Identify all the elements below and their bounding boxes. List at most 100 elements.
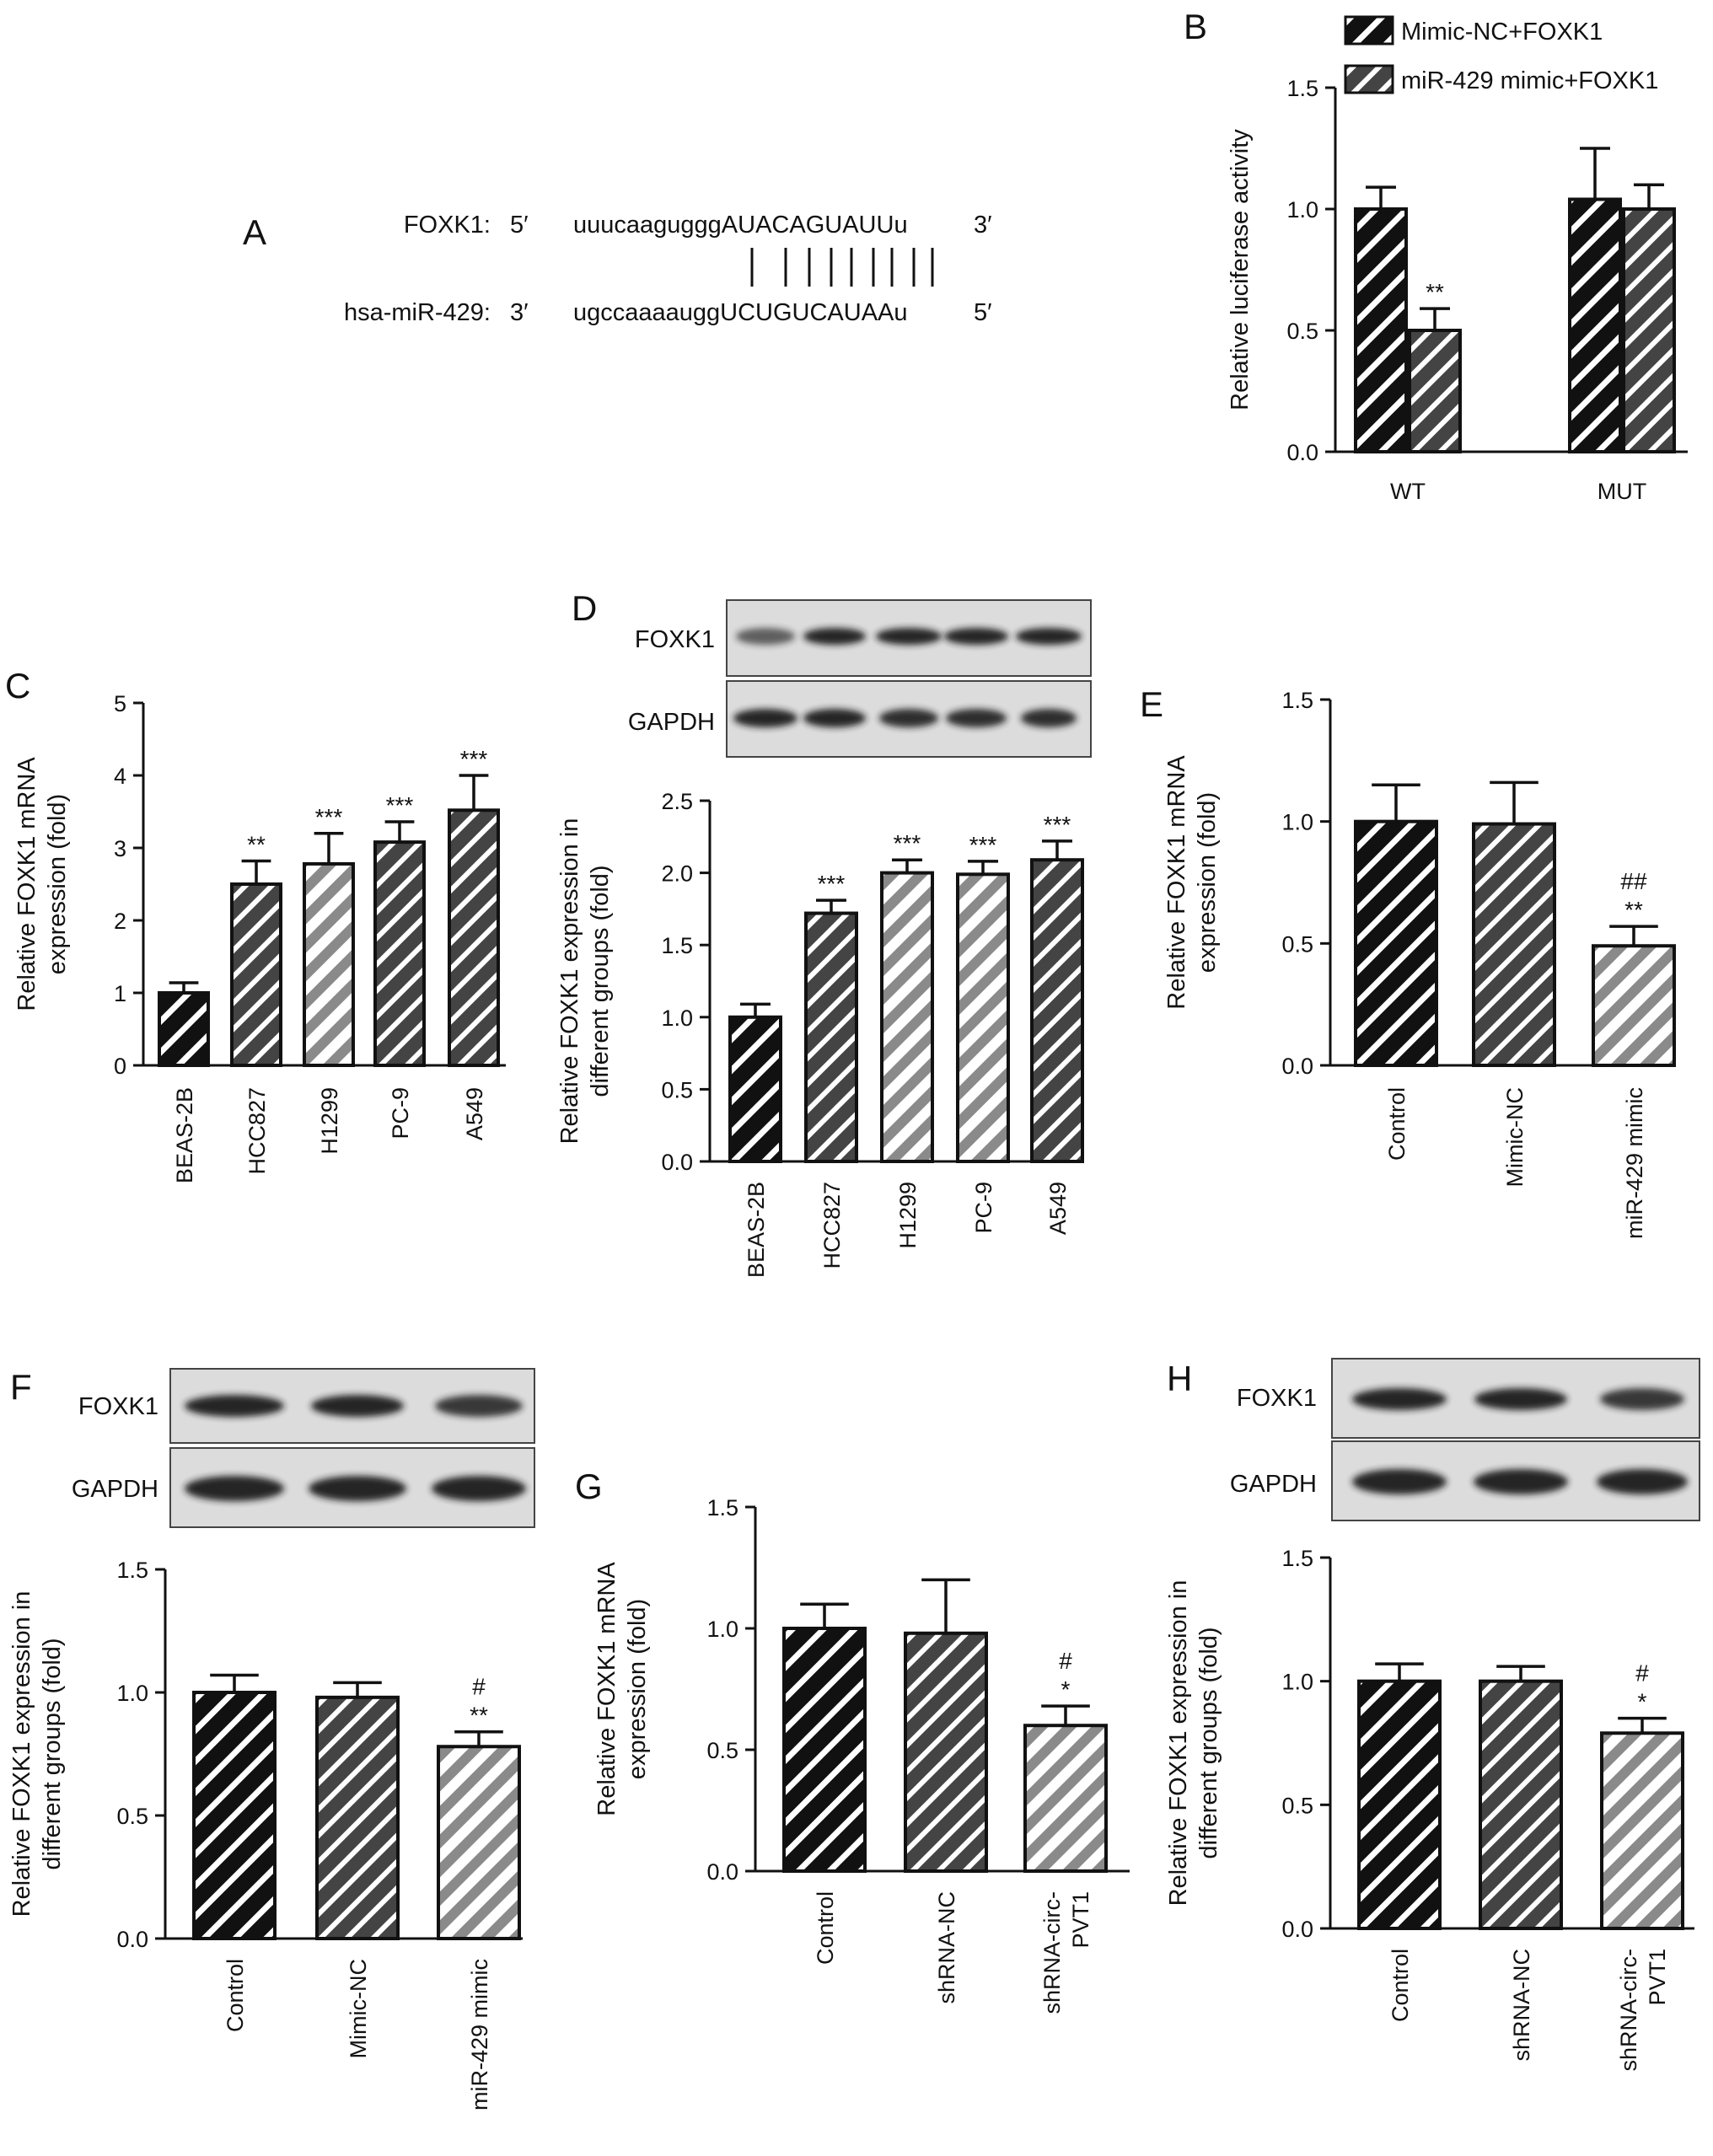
- chart-e-x-tick-label: miR-429 mimic: [1622, 1087, 1647, 1239]
- blot-d-gapdh-band: [1021, 709, 1077, 727]
- chart-d-bar: [728, 1015, 782, 1164]
- blot-d: FOXK1 GAPDH: [628, 599, 1092, 758]
- chart-f-bar: [192, 1691, 277, 1940]
- chart-d-y-tick-label: 0.0: [661, 1150, 693, 1175]
- chart-c-x-tick-label: BEAS-2B: [172, 1087, 197, 1183]
- chart-d-x-tick-label-line: PC-9: [971, 1182, 996, 1234]
- chart-d-x-tick-label-line: HCC827: [819, 1182, 845, 1269]
- chart-f-y-axis-title: Relative FOXK1 expression in different gr…: [8, 1591, 66, 1917]
- blot-f-bands: [185, 1395, 526, 1501]
- chart-c-y-tick-label: 4: [114, 764, 126, 789]
- panel-letter-h: H: [1167, 1359, 1192, 1398]
- chart-e-y-axis-title: Relative FOXK1 mRNA expression (fold): [1163, 755, 1221, 1010]
- mir-3prime: 3′: [510, 299, 529, 326]
- chart-f-bar: [315, 1695, 400, 1940]
- chart-e-bar: [1592, 944, 1676, 1068]
- mir-5prime: 5′: [974, 299, 992, 326]
- chart-b-x-tick-label: WT: [1390, 479, 1426, 504]
- chart-c: 0 1 2 3 4 5 Relative FOXK1 mRNA expression (fol…: [13, 691, 506, 1183]
- chart-e-bar: [1354, 819, 1438, 1068]
- blot-f-gapdh-band: [432, 1476, 526, 1501]
- blot-f: FOXK1 GAPDH: [72, 1368, 535, 1528]
- chart-f-y-axis-title-line: different groups (fold): [39, 1638, 66, 1869]
- chart-c-x-tick-label-line: A549: [462, 1087, 487, 1140]
- legend-b: Mimic-NC+FOXK1 miR-429 mimic+FOXK1: [1344, 15, 1658, 94]
- chart-h: 0.0 0.5 1.0 1.5 Relative FOXK1 expression in…: [1165, 1546, 1694, 2072]
- blot-h-foxk1-band: [1474, 1388, 1567, 1410]
- chart-f-significance-label: **: [470, 1703, 488, 1729]
- chart-c-x-tick-label-line: PC-9: [388, 1087, 413, 1140]
- blot-d-gapdh-band: [946, 709, 1007, 727]
- chart-e-y-tick-label: 0.0: [1281, 1054, 1313, 1079]
- chart-d-y-axis-title: Relative FOXK1 expression in different gr…: [556, 818, 614, 1145]
- chart-g-x-tick-label: Control: [813, 1891, 838, 1965]
- chart-g-y-tick-label: 1.5: [706, 1495, 738, 1520]
- chart-e-x-tick-label-line: Mimic-NC: [1502, 1087, 1528, 1187]
- chart-g-x-tick-label-line: shRNA-circ-: [1039, 1891, 1065, 2014]
- chart-f-bar: [437, 1745, 521, 1940]
- foxk1-sequence: uuucaagugggAUACAGUAUUu: [573, 212, 908, 239]
- blot-h-gapdh-band: [1597, 1469, 1688, 1494]
- chart-e-bar: [1472, 822, 1556, 1067]
- chart-g-bar: [904, 1631, 988, 1873]
- chart-c-significance-label: ***: [460, 746, 488, 772]
- chart-c-x-tick-label: PC-9: [388, 1087, 413, 1140]
- chart-d-x-tick-label: PC-9: [971, 1182, 996, 1234]
- chart-d-x-tick-label: H1299: [895, 1182, 921, 1249]
- chart-c-bar: [373, 840, 426, 1067]
- chart-g-y-axis-title-line: expression (fold): [624, 1599, 651, 1779]
- panel-letter-e: E: [1140, 684, 1163, 724]
- base-pairing-lines: [750, 248, 934, 287]
- panel-letter-c: C: [5, 666, 30, 705]
- chart-e-x-tick-label-line: miR-429 mimic: [1622, 1087, 1647, 1239]
- blot-d-foxk1-band: [736, 628, 795, 645]
- chart-e-x-tick-label: Control: [1384, 1087, 1410, 1161]
- chart-d: 0.0 0.5 1.0 1.5 2.0 2.5 Relative FOXK1 express…: [556, 789, 1084, 1278]
- chart-g-significance-label: #: [1059, 1648, 1072, 1674]
- mir-seq-label: hsa-miR-429:: [344, 299, 491, 326]
- mir-sequence-upper: UCUGUCAUAAu: [720, 299, 907, 326]
- blot-f-foxk1-band: [185, 1395, 284, 1417]
- blot-d-foxk1-band: [1016, 628, 1082, 645]
- chart-d-x-tick-label: HCC827: [819, 1182, 845, 1269]
- chart-b-x-tick-label: MUT: [1598, 479, 1646, 504]
- blot-h-foxk1-band: [1600, 1388, 1684, 1410]
- chart-e: 0.0 0.5 1.0 1.5 Relative FOXK1 mRNA expressio…: [1163, 688, 1676, 1239]
- chart-c-x-tick-label: A549: [462, 1087, 487, 1140]
- chart-g-y-tick-label: 0.5: [706, 1738, 738, 1763]
- chart-h-y-axis-title: Relative FOXK1 expression in different gr…: [1165, 1580, 1222, 1907]
- chart-c-bar: [158, 991, 210, 1067]
- chart-e-y-tick-label: 1.5: [1281, 688, 1313, 713]
- chart-f-y-axis-title-line: Relative FOXK1 expression in: [8, 1591, 35, 1917]
- chart-b-y-tick-label: 1.5: [1286, 76, 1318, 101]
- chart-d-bar: [880, 871, 934, 1163]
- chart-f-x-tick-label: Mimic-NC: [346, 1959, 371, 2058]
- chart-f-y-tick-label: 0.0: [116, 1927, 148, 1952]
- chart-c-bar: [303, 861, 355, 1068]
- chart-b-bar: [1354, 207, 1408, 453]
- chart-c-x-tick-label-line: BEAS-2B: [172, 1087, 197, 1183]
- blot-h-gapdh-band: [1474, 1469, 1568, 1494]
- chart-g-y-axis-title-line: Relative FOXK1 mRNA: [593, 1562, 620, 1816]
- chart-g-x-tick-label: shRNA-circ- PVT1: [1039, 1891, 1093, 2014]
- chart-c-significance-label: ***: [315, 804, 343, 830]
- chart-b-bar: [1622, 207, 1676, 453]
- chart-d-significance-label: ***: [1044, 812, 1071, 838]
- legend-swatch-mir429: [1344, 64, 1394, 94]
- blot-f-gapdh-label: GAPDH: [72, 1476, 158, 1503]
- chart-g-y-tick-label: 0.0: [706, 1859, 738, 1885]
- chart-f-y-tick-label: 1.0: [116, 1681, 148, 1706]
- chart-c-y-axis-title-line: expression (fold): [44, 794, 71, 974]
- chart-f-y-tick-label: 1.5: [116, 1558, 148, 1583]
- chart-f-x-tick-label: Control: [223, 1959, 248, 2032]
- chart-e-x-tick-label: Mimic-NC: [1502, 1087, 1528, 1187]
- chart-b-bar: [1568, 197, 1622, 453]
- chart-c-y-tick-label: 0: [114, 1054, 126, 1079]
- chart-e-significance-label: **: [1624, 897, 1643, 923]
- chart-h-x-tick-label-line: shRNA-circ-: [1616, 1949, 1641, 2072]
- chart-g-x-tick-label: shRNA-NC: [934, 1891, 959, 2004]
- chart-b-y-tick-label: 0.0: [1286, 440, 1318, 465]
- blot-d-bands: [733, 628, 1082, 727]
- chart-g-x-tick-label-line: PVT1: [1068, 1891, 1093, 1949]
